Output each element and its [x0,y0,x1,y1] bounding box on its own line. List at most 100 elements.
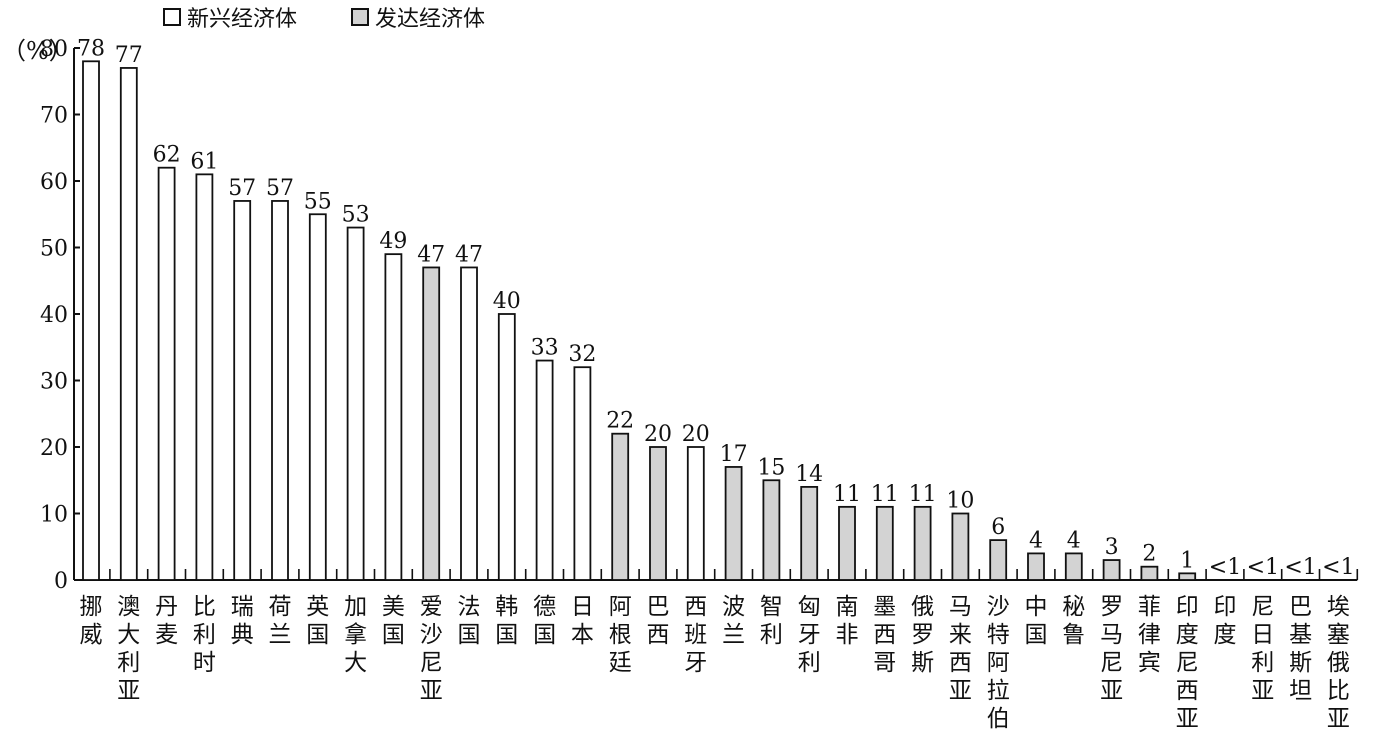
legend-label-emerging: 新兴经济体 [187,7,298,32]
data-label-尼日利亚: <1 [1247,555,1279,580]
data-label-日本: 32 [568,342,596,367]
bar-墨西哥 [875,505,894,581]
x-category-label-菲律宾: 菲律宾 [1138,594,1161,676]
data-label-印度尼西亚: 1 [1180,548,1194,573]
x-category-label-中国: 中国 [1025,594,1048,648]
x-category-label-秘鲁: 秘鲁 [1062,594,1085,648]
bar-巴西 [649,446,667,581]
bar-加拿大 [346,226,365,581]
bar-爱沙尼亚 [422,266,441,581]
bar-美国 [384,253,403,581]
x-category-label-巴基斯坦: 巴基斯坦 [1289,594,1312,704]
y-axis-label: （%） [2,37,73,65]
bar-丹麦 [157,166,176,581]
y-tick-label-50: 50 [40,237,68,262]
y-tick-label-30: 30 [40,370,68,395]
data-label-阿根廷: 22 [606,409,634,434]
bar-荷兰 [271,200,289,581]
bar-智利 [762,479,781,581]
data-label-沙特阿拉伯: 6 [991,515,1005,540]
bar-瑞典 [233,200,252,581]
data-label-罗马尼亚: 3 [1105,535,1119,560]
bar-挪威 [82,60,100,581]
data-label-美国: 49 [379,229,407,254]
bar-中国 [1027,552,1045,581]
legend-item-emerging: 新兴经济体 [163,1,297,33]
x-category-label-印度尼西亚: 印度尼西亚 [1176,594,1199,732]
data-label-波兰: 17 [720,442,748,467]
x-category-label-丹麦: 丹麦 [155,594,178,648]
x-category-label-瑞典: 瑞典 [231,594,254,648]
data-label-巴西: 20 [644,422,672,447]
bar-南非 [838,505,856,581]
x-category-label-西班牙: 西班牙 [684,594,707,676]
x-category-label-印度: 印度 [1214,594,1237,648]
data-label-法国: 47 [455,242,483,267]
legend-label-developed: 发达经济体 [375,7,486,32]
data-label-西班牙: 20 [682,422,710,447]
x-category-label-韩国: 韩国 [495,594,518,648]
data-label-秘鲁: 4 [1067,528,1081,553]
data-label-加拿大: 53 [342,203,370,228]
x-category-label-沙特阿拉伯: 沙特阿拉伯 [987,594,1010,732]
x-category-label-德国: 德国 [533,594,556,648]
bar-比利时 [195,173,214,581]
x-category-label-波兰: 波兰 [722,594,745,648]
x-category-label-罗马尼亚: 罗马尼亚 [1100,594,1123,704]
x-category-label-马来西亚: 马来西亚 [949,594,972,704]
data-label-南非: 11 [833,482,861,507]
bar-英国 [308,213,327,581]
bar-秘鲁 [1064,552,1083,581]
bar-马来西亚 [951,512,970,581]
data-label-巴基斯坦: <1 [1284,555,1316,580]
data-label-中国: 4 [1029,528,1043,553]
x-category-label-阿根廷: 阿根廷 [609,594,632,676]
bar-日本 [573,366,592,581]
chart-legend: 新兴经济体 发达经济体 [163,2,539,32]
x-category-label-埃塞俄比亚: 埃塞俄比亚 [1327,594,1350,732]
bar-波兰 [724,466,743,581]
data-label-墨西哥: 11 [871,482,899,507]
bar-罗马尼亚 [1102,559,1121,581]
y-tick-label-60: 60 [40,170,68,195]
data-label-马来西亚: 10 [946,489,974,514]
x-category-label-南非: 南非 [836,594,859,648]
bar-匈牙利 [800,485,819,581]
y-tick-label-70: 70 [40,104,68,129]
data-label-菲律宾: 2 [1142,542,1156,567]
data-label-匈牙利: 14 [795,462,823,487]
data-label-比利时: 61 [190,149,218,174]
legend-swatch-emerging [163,8,181,26]
data-label-英国: 55 [304,189,332,214]
x-category-label-澳大利亚: 澳大利亚 [117,594,140,704]
x-category-label-英国: 英国 [306,594,329,648]
data-label-瑞典: 57 [228,176,256,201]
bar-澳大利亚 [119,67,138,581]
x-category-label-美国: 美国 [382,594,405,648]
bar-沙特阿拉伯 [989,539,1008,581]
data-label-埃塞俄比亚: <1 [1322,555,1354,580]
bar-西班牙 [686,446,705,581]
x-category-label-墨西哥: 墨西哥 [873,594,896,676]
data-label-爱沙尼亚: 47 [417,242,445,267]
data-label-韩国: 40 [493,289,521,314]
bar-德国 [535,359,554,581]
y-tick-label-10: 10 [40,503,68,528]
data-label-俄罗斯: 11 [909,482,937,507]
data-label-印度: <1 [1209,555,1241,580]
y-tick-label-0: 0 [54,569,68,594]
x-category-label-日本: 日本 [571,594,594,648]
x-category-label-爱沙尼亚: 爱沙尼亚 [420,594,443,704]
legend-item-developed: 发达经济体 [351,1,485,33]
x-category-label-法国: 法国 [458,594,481,648]
x-category-label-荷兰: 荷兰 [269,594,292,648]
y-tick-label-40: 40 [40,303,68,328]
data-label-荷兰: 57 [266,176,294,201]
data-label-德国: 33 [531,336,559,361]
bar-法国 [460,266,478,581]
bar-俄罗斯 [913,505,932,581]
x-category-label-比利时: 比利时 [193,594,216,676]
y-tick-label-80: 80 [40,37,68,62]
data-label-澳大利亚: 77 [115,43,143,68]
